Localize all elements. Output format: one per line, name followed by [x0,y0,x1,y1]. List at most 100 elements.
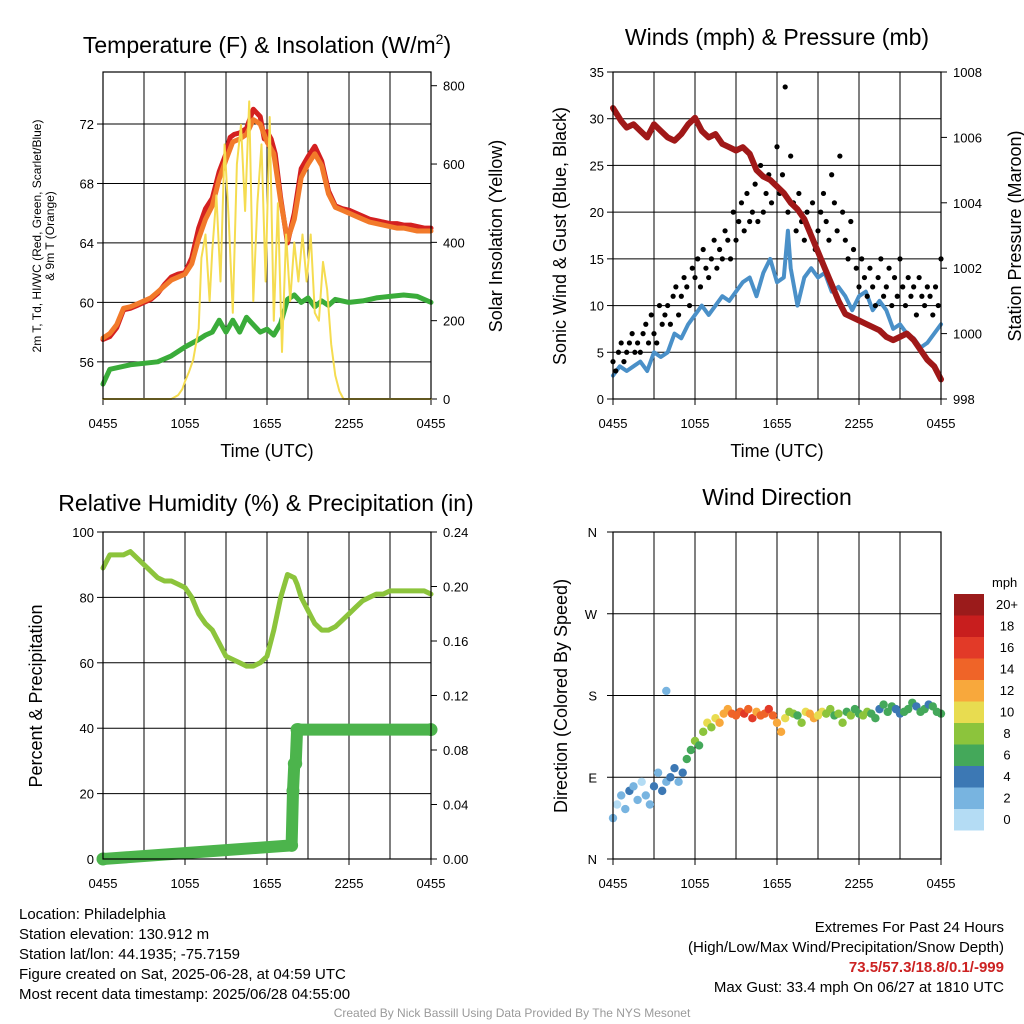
direction-point [621,804,630,814]
gust-point [870,284,876,290]
direction-title: Wind Direction [702,484,852,510]
gust-point [856,284,862,290]
direction-y-label: Direction (Colored By Speed) [551,579,571,813]
direction-point [666,773,675,782]
colorbar-label: 6 [1003,748,1010,763]
y-tick-label: 25 [590,158,604,173]
gust-point [706,274,712,281]
extremes-values: 73.5/57.3/18.8/0.1/-999 [848,959,1004,976]
direction-point [633,795,642,805]
colorbar-swatch [954,744,984,766]
gust-point [916,274,922,281]
gust-point [883,284,889,290]
gust-point [692,274,698,281]
colorbar-title: mph [992,575,1017,590]
solar-insolation-line [102,100,432,400]
gust-point [774,144,780,150]
gust-point [686,302,693,309]
direction-point [846,711,855,720]
direction-point [682,754,691,764]
gust-point [749,209,756,215]
x-tick-label: 1655 [763,416,792,431]
gust-point [823,218,829,225]
gust-point [861,274,868,281]
winds-y2-label: Station Pressure (Maroon) [1005,130,1024,341]
x-tick-label: 1655 [763,876,792,891]
gust-point [908,293,914,299]
max-gust-text: Max Gust: 33.4 mph On 06/27 at 1810 UTC [713,979,1004,996]
gust-point [752,181,758,187]
colorbar-label: 4 [1003,769,1010,784]
gust-point [755,218,761,225]
gust-point [818,209,824,215]
colorbar-swatch [954,615,984,637]
gust-point [615,349,622,355]
y2-tick-label: 998 [953,392,975,407]
gust-point [684,284,690,290]
direction-point [871,714,880,723]
y-tick-label: 68 [80,176,94,191]
y-tick-label: 56 [80,355,94,370]
y-tick-label: 80 [80,590,94,605]
direction-point [645,800,655,809]
y2-tick-label: 0 [443,392,450,407]
x-tick-label: 1055 [681,416,710,431]
y-tick-label: 64 [80,236,94,251]
direction-point [764,704,773,714]
gust-point [689,265,695,271]
direction-point [834,709,843,718]
y-tick-label: 0 [597,392,604,407]
direction-point [653,768,663,777]
sonic-wind-line [611,228,943,378]
humidity-title: Relative Humidity (%) & Precipitation (i… [58,490,473,516]
gust-point [643,321,649,327]
gust-point [640,331,646,337]
colorbar-swatch [954,637,984,659]
y2-tick-label: 1004 [953,196,982,211]
y-tick-label: 72 [80,117,94,132]
direction-point [826,704,835,714]
direction-point [686,745,696,755]
colorbar-swatch [954,680,984,702]
gust-point [651,331,657,337]
elevation-text: Station elevation: 130.912 m [19,926,210,943]
gust-point [826,237,832,243]
gust-point [864,293,870,299]
x-tick-label: 2255 [845,416,874,431]
gust-point [637,349,643,355]
gust-point [711,237,717,243]
gust-point [831,200,838,206]
direction-point [793,711,802,720]
x-tick-label: 1055 [681,876,710,891]
y2-tick-label: 1000 [953,327,982,342]
y2-tick-label: 0.04 [443,798,468,813]
gust-point [768,200,775,206]
x-tick-label: 2255 [335,416,364,431]
direction-point [797,718,806,727]
gust-point [911,284,917,290]
winds-y-label: Sonic Wind & Gust (Blue, Black) [550,107,570,365]
y-tick-label: 15 [590,252,604,267]
precipitation-point [291,723,305,737]
x-tick-label: 0455 [599,876,628,891]
gust-point [902,302,909,309]
gust-point [840,209,846,215]
svg-text:2m T, Td, HI/WC (Red, Green, S: 2m T, Td, HI/WC (Red, Green, Scarlet/Blu… [30,120,44,353]
plot-frame [612,531,942,860]
relative-humidity-line [100,549,434,669]
gust-point [842,237,848,243]
y-tick-label: N [588,525,597,540]
y-tick-label: 20 [590,205,604,220]
gust-point [624,349,630,355]
gust-point [744,190,750,197]
direction-point [744,704,753,714]
temperature-plot-area: 0455 1055 1655 2255 0455 56 60 64 68 72 0 200 400 600… [80,71,465,431]
gust-point [913,312,920,318]
direction-point [658,786,667,796]
gust-point [654,340,660,346]
gust-point [695,256,701,262]
colorbar-label: 0 [1003,812,1010,827]
gust-point [736,218,742,225]
x-tick-label: 1055 [171,876,200,891]
9m-t-line [100,117,434,341]
